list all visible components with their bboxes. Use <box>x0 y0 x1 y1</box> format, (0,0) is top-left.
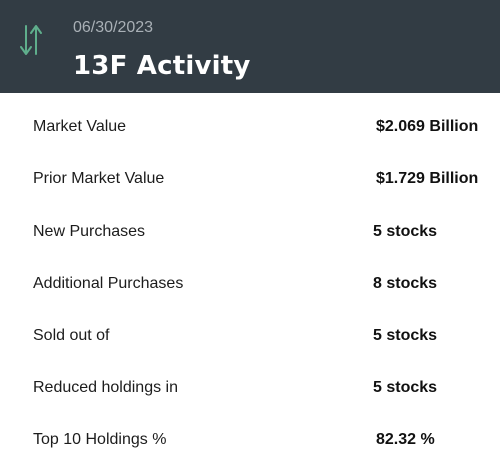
row-prior-market-value: Prior Market Value $1.729 Billion <box>0 164 500 194</box>
page-title: 13F Activity <box>73 51 251 81</box>
row-value: 5 stocks <box>373 223 438 240</box>
up-down-arrows-icon <box>20 25 42 55</box>
row-value: 5 stocks <box>373 327 438 344</box>
activity-header: 06/30/2023 13F Activity <box>0 0 500 93</box>
row-label: Top 10 Holdings % <box>33 431 167 448</box>
row-additional-purchases: Additional Purchases 8 stocks <box>0 269 500 299</box>
row-value: $1.729 Billion <box>376 170 479 187</box>
row-label: Market Value <box>33 118 127 135</box>
row-sold-out-of: Sold out of 5 stocks <box>0 321 500 351</box>
row-value: 5 stocks <box>373 379 438 396</box>
row-top-10-holdings: Top 10 Holdings % 82.32 % <box>0 425 500 455</box>
row-value: 82.32 % <box>376 431 435 448</box>
row-reduced-holdings: Reduced holdings in 5 stocks <box>0 373 500 403</box>
row-label: Reduced holdings in <box>33 379 178 396</box>
row-label: Sold out of <box>33 327 110 344</box>
row-value: 8 stocks <box>373 275 438 292</box>
row-new-purchases: New Purchases 5 stocks <box>0 217 500 247</box>
row-label: New Purchases <box>33 223 146 240</box>
row-market-value: Market Value $2.069 Billion <box>0 112 500 142</box>
report-date: 06/30/2023 <box>73 19 154 36</box>
row-label: Additional Purchases <box>33 275 184 292</box>
row-label: Prior Market Value <box>33 170 165 187</box>
row-value: $2.069 Billion <box>376 118 479 135</box>
